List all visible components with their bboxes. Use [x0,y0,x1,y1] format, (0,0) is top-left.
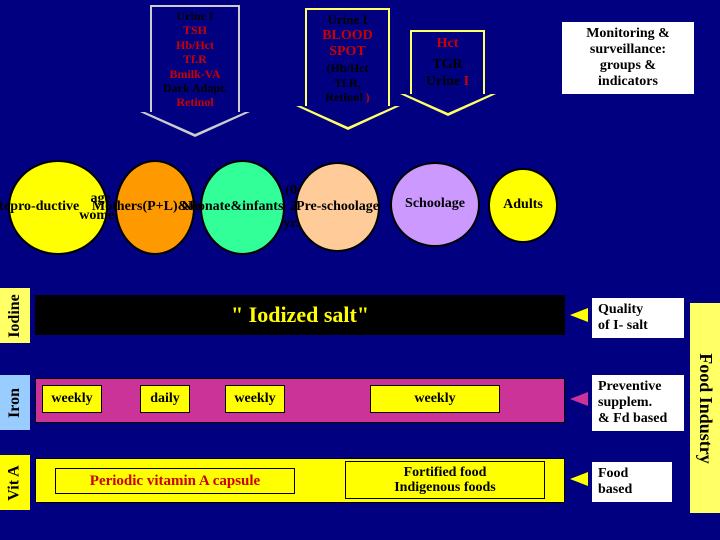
iodine-label: Iodine [0,288,30,343]
arrow-repro: Urine I TSH Hb/Hct Tf.R Bmilk-VA Dark Ad… [150,5,240,137]
a3-l2: Urine I [412,74,483,91]
monitoring-box: Monitoring & surveillance: groups & indi… [562,22,694,94]
a1-l0: Urine I [154,9,236,23]
vita-capsule: Periodic vitamin A capsule [55,468,295,494]
arrow-blood: Urine I BLOOD SPOT (Hb/Hct Tf.R, Retinol… [305,8,390,130]
oval-o6: Adults [488,168,558,243]
iron-cell-2: weekly [225,385,285,413]
food-industry-label: Food Industry [690,303,720,513]
oval-o5: Schoolage [390,162,480,247]
quality-arrow [570,308,588,322]
iron-cell-1: daily [140,385,190,413]
a1-l5: Dark Adapt. [154,81,236,95]
oval-o3: Neonate&infants(0-2 yr.) [200,160,285,255]
a2-l5: Retinol ) [307,90,388,104]
a2-l2: SPOT [307,44,388,61]
iron-cell-3: weekly [370,385,500,413]
a1-l1: TSH [154,23,236,37]
a1-l2: Hb/Hct [154,38,236,52]
iron-label: Iron [0,375,30,430]
prevent-arrow [570,392,588,406]
a2-l1: BLOOD [307,28,388,45]
food-box: Food based [592,462,672,502]
a2-l0: Urine I [307,12,388,28]
quality-box: Quality of I- salt [592,298,684,338]
vita-fortified: Fortified food Indigenous foods [345,461,545,499]
a1-l4: Bmilk-VA [154,67,236,81]
oval-o4: Pre-schoolage [295,162,380,252]
a2-l3: (Hb/Hct [307,61,388,75]
a3-l1: TGR [412,57,483,74]
arrow-hct: Hct TGR Urine I [410,30,485,116]
vita-label: Vit A [0,455,30,510]
food-arrow [570,472,588,486]
a3-l0: Hct [412,36,483,53]
a2-l4: Tf.R, [307,76,388,90]
a1-l3: Tf.R [154,52,236,66]
a1-l6: Retinol [154,95,236,109]
prevent-box: Preventive supplem. & Fd based [592,375,684,431]
iron-cell-0: weekly [42,385,102,413]
iodized-band: " Iodized salt" [35,295,565,335]
